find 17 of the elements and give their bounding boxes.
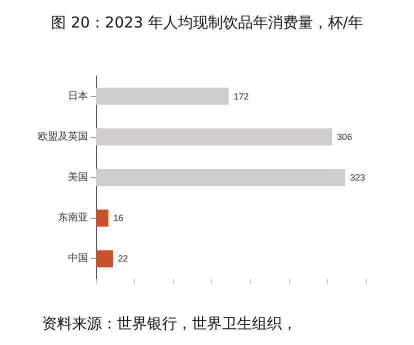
data-label: 306 — [337, 132, 352, 142]
data-label: 22 — [118, 254, 128, 264]
bar — [96, 128, 332, 146]
bar — [96, 88, 229, 105]
y-tick-label: 欧盟及英国 — [38, 130, 88, 142]
data-label: 16 — [113, 213, 124, 224]
bar — [96, 210, 108, 227]
chart-title: 图 20：2023 年人均现制饮品年消费量，杯/年 — [51, 14, 363, 32]
y-tick-label: 日本 — [68, 90, 88, 102]
data-label: 323 — [350, 172, 366, 182]
y-tick-label: 美国 — [68, 171, 88, 183]
data-label: 172 — [234, 91, 249, 102]
y-tick-label: 中国 — [68, 252, 88, 264]
bar — [96, 169, 346, 186]
text: 资料来源：世界银行，世界卫生组织， — [42, 314, 297, 332]
y-tick-label: 东南亚 — [58, 212, 88, 224]
bar — [96, 250, 113, 268]
